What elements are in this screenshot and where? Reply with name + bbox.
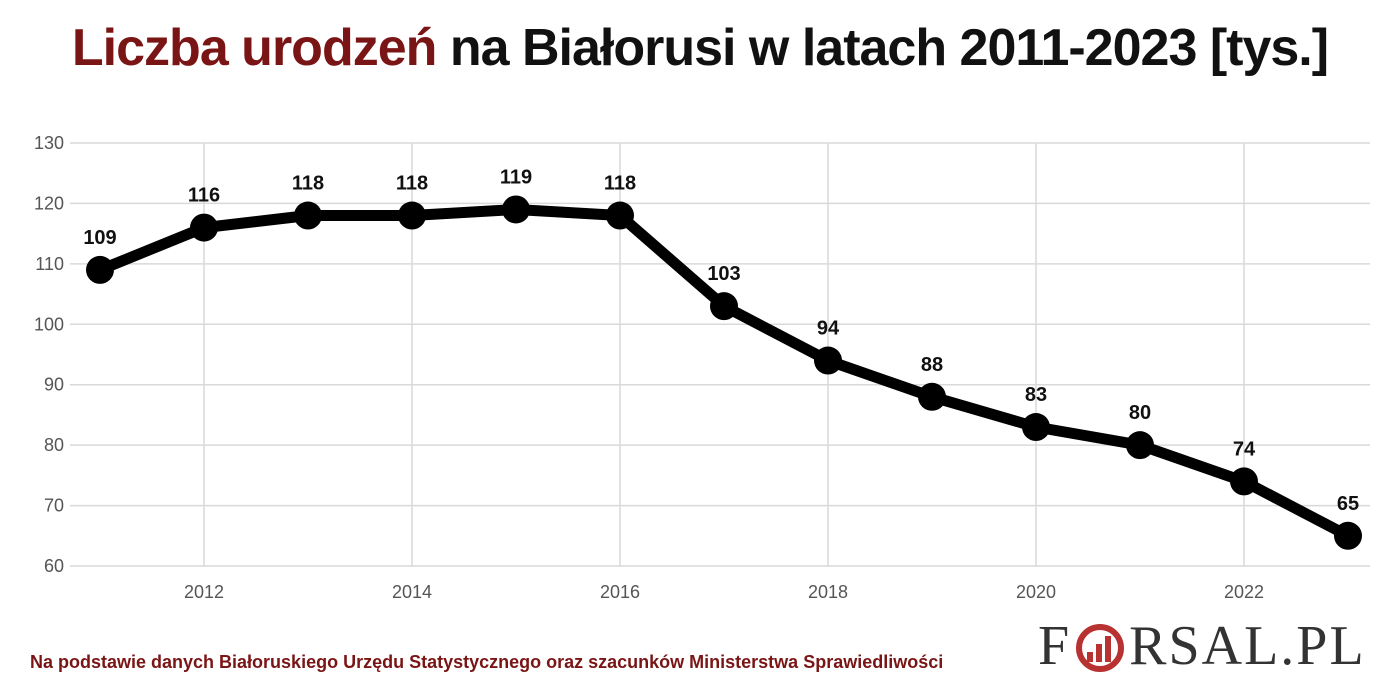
x-tick-label: 2016 [600, 582, 640, 600]
data-labels: 109 116 118 118 119 118 103 94 88 83 80 74 65 [83, 166, 1359, 514]
forsal-logo[interactable]: F RSAL.PL [1038, 618, 1366, 674]
series-line [94, 203, 1354, 542]
x-tick-label: 2022 [1224, 582, 1264, 600]
data-label: 80 [1129, 402, 1151, 424]
y-tick-label: 90 [44, 375, 64, 395]
source-note: Na podstawie danych Białoruskiego Urzędu… [30, 652, 944, 672]
chart-title: Liczba urodzeń na Białorusi w latach 201… [0, 18, 1400, 78]
x-tick-label: 2018 [808, 582, 848, 600]
axis-tick-labels: 60 70 80 90 100 110 120 130 2012 2014 2016 2018 2020… [34, 133, 1264, 600]
bar-chart-circle-icon [1076, 624, 1125, 672]
data-point [918, 382, 946, 411]
data-point [398, 201, 426, 230]
data-point [502, 195, 530, 224]
data-point [1334, 521, 1362, 550]
logo-text-suffix: RSAL.PL [1129, 615, 1366, 677]
y-tick-label: 70 [44, 496, 64, 516]
x-tick-label: 2014 [392, 582, 432, 600]
data-point [86, 255, 114, 284]
y-tick-label: 100 [34, 314, 64, 334]
data-label: 109 [83, 227, 116, 249]
data-label: 116 [188, 185, 220, 207]
y-tick-label: 120 [34, 193, 64, 213]
data-label: 83 [1025, 384, 1047, 406]
data-point [606, 201, 634, 230]
data-label: 118 [292, 173, 324, 195]
data-label: 65 [1337, 493, 1359, 515]
data-label: 88 [921, 354, 943, 376]
data-label: 118 [604, 173, 636, 195]
data-label: 94 [817, 318, 840, 340]
data-point [1022, 413, 1050, 442]
data-label: 74 [1233, 438, 1256, 460]
logo-text-prefix: F [1038, 615, 1072, 677]
grid-lines [70, 142, 1370, 567]
chart-title-highlight: Liczba urodzeń [71, 19, 437, 77]
x-tick-label: 2012 [184, 582, 224, 600]
y-tick-label: 130 [34, 133, 64, 153]
data-point [190, 213, 218, 242]
y-tick-label: 60 [44, 556, 64, 576]
data-point [294, 201, 322, 230]
data-label: 103 [707, 263, 740, 285]
chart-title-rest: na Białorusi w latach 2011-2023 [tys.] [436, 19, 1329, 77]
y-tick-label: 80 [44, 435, 64, 455]
data-point [1126, 431, 1154, 460]
series-births [86, 195, 1362, 550]
x-tick-label: 2020 [1016, 582, 1056, 600]
data-point [1230, 467, 1258, 496]
data-label: 118 [396, 173, 428, 195]
data-label: 119 [500, 166, 532, 188]
data-point [814, 346, 842, 375]
data-point [710, 292, 738, 321]
y-tick-label: 110 [35, 254, 64, 274]
line-chart: 60 70 80 90 100 110 120 130 2012 2014 2016 2018 2020… [34, 133, 1370, 600]
